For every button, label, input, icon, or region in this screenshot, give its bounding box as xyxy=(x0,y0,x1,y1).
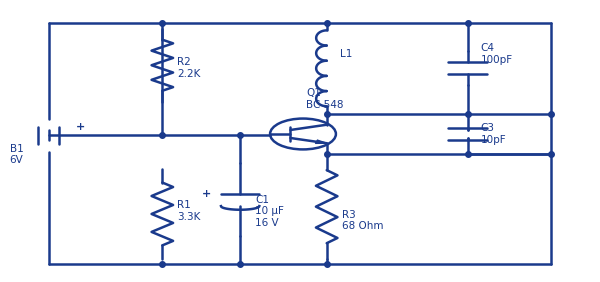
Text: +: + xyxy=(202,189,211,199)
Text: R1
3.3K: R1 3.3K xyxy=(177,200,200,222)
Text: B1
6V: B1 6V xyxy=(10,144,23,166)
Text: Q1
BC 548: Q1 BC 548 xyxy=(306,88,343,110)
Text: C4
100pF: C4 100pF xyxy=(481,43,513,65)
Text: C3
10pF: C3 10pF xyxy=(481,123,506,145)
Text: C1
10 μF
16 V: C1 10 μF 16 V xyxy=(255,195,284,228)
Text: +: + xyxy=(76,122,86,132)
Text: L1: L1 xyxy=(340,49,352,59)
Polygon shape xyxy=(316,140,326,143)
Text: R2
2.2K: R2 2.2K xyxy=(177,57,200,79)
Text: R3
68 Ohm: R3 68 Ohm xyxy=(341,210,383,232)
